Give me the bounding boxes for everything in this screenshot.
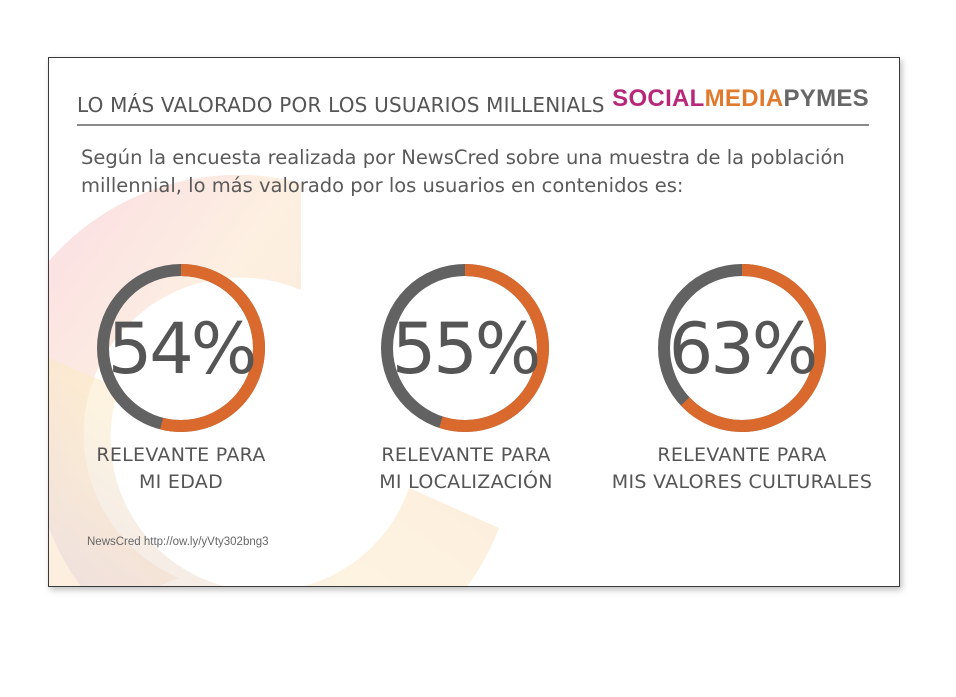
label-line: MI LOCALIZACIÓN (379, 471, 553, 493)
source-citation: NewsCred http://ow.ly/yVty302bng3 (87, 536, 269, 548)
label-line: RELEVANTE PARA (96, 444, 266, 466)
label-line: RELEVANTE PARA (381, 444, 551, 466)
brand-part: SOCIAL (612, 85, 705, 112)
brand-part: PYMES (783, 85, 869, 112)
donut-percent-label: 55% (392, 308, 539, 390)
donut-charts: 54% 55% 63% (97, 264, 826, 432)
infographic-card: LO MÁS VALORADO POR LOS USUARIOS MILLENI… (48, 57, 900, 587)
intro-text: Según la encuesta realizada por NewsCred… (81, 146, 845, 197)
page-title: LO MÁS VALORADO POR LOS USUARIOS MILLENI… (77, 93, 605, 117)
donut-value-arc (160, 264, 265, 432)
donut-55: 55% (381, 264, 549, 432)
donut-value-arc (439, 264, 549, 432)
donut-54: 54% (97, 264, 265, 432)
donut-percent-label: 63% (669, 308, 816, 390)
label-valores: RELEVANTE PARA MIS VALORES CULTURALES (592, 442, 892, 496)
label-line: RELEVANTE PARA (657, 444, 827, 466)
brand-logo: SOCIALMEDIAPYMES (612, 85, 869, 113)
donut-63: 63% (658, 264, 826, 432)
background-swirl (49, 174, 499, 586)
donut-percent-label: 54% (108, 308, 255, 390)
label-localizacion: RELEVANTE PARA MI LOCALIZACIÓN (316, 442, 616, 496)
header-divider (77, 124, 869, 126)
donut-value-arc (680, 264, 826, 432)
label-line: MI EDAD (138, 471, 224, 493)
label-edad: RELEVANTE PARA MI EDAD (49, 442, 331, 496)
label-line: MIS VALORES CULTURALES (611, 471, 873, 493)
brand-part: MEDIA (704, 85, 784, 112)
